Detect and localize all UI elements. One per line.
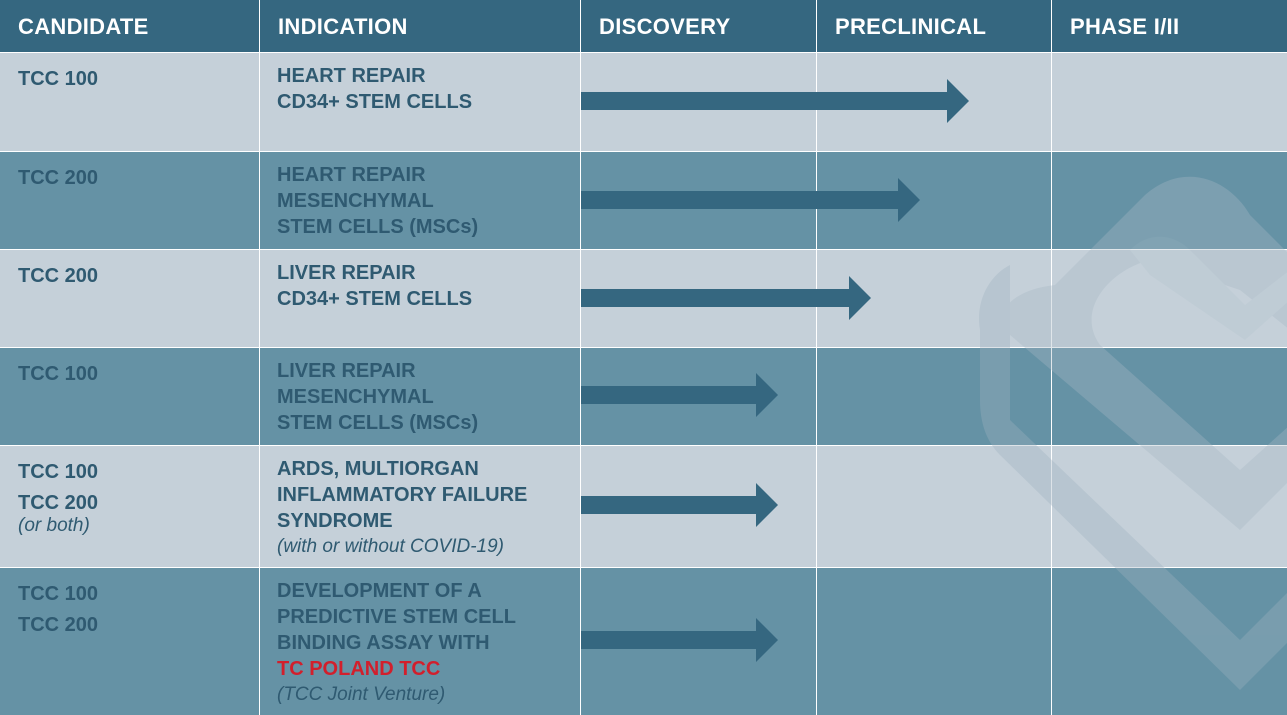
candidate-cell: TCC 100 TCC 200 (or both) [0,446,259,567]
indication-line: CD34+ STEM CELLS [277,91,473,113]
column-header-label: CANDIDATE [18,14,149,39]
indication-line: DEVELOPMENT OF A [277,580,482,602]
stage-cell [817,446,1051,567]
stage-cell [1052,250,1287,347]
candidate-name: TCC 200 [18,167,99,189]
arrow-right-icon [581,483,778,527]
indication-line: STEM CELLS (MSCs) [277,412,479,434]
candidate-name: TCC 200 [18,492,99,514]
arrow-right-icon [581,276,871,320]
candidate-name: TCC 100 [18,583,99,605]
column-header: PRECLINICAL [817,0,1051,52]
stage-cell [1052,446,1287,567]
column-header-label: INDICATION [278,14,408,39]
stage-cell [1052,348,1287,445]
candidate-cell: TCC 100 [0,53,259,151]
indication-line: HEART REPAIR [277,65,426,87]
indication-cell: HEART REPAIR CD34+ STEM CELLS [260,53,580,151]
indication-line: PREDICTIVE STEM CELL [277,606,516,628]
indication-line: CD34+ STEM CELLS [277,288,473,310]
candidate-cell: TCC 200 [0,152,259,249]
partner-name: TC POLAND TCC [277,658,441,680]
arrow-right-icon [581,618,778,662]
indication-line: HEART REPAIR [277,164,426,186]
stage-cell [1052,568,1287,715]
indication-cell: HEART REPAIR MESENCHYMAL STEM CELLS (MSCs) [260,152,580,249]
column-header: DISCOVERY [581,0,816,52]
arrow-right-icon [581,178,920,222]
column-header-label: DISCOVERY [599,14,731,39]
stage-cell [1052,152,1287,249]
indication-line: MESENCHYMAL [277,190,434,212]
indication-line: ARDS, MULTIORGAN [277,458,479,480]
candidate-name: TCC 100 [18,363,99,385]
candidate-name: TCC 200 [18,265,99,287]
stage-cell [817,348,1051,445]
indication-line: LIVER REPAIR [277,360,416,382]
column-header-label: PHASE I/II [1070,14,1180,39]
indication-cell: DEVELOPMENT OF A PREDICTIVE STEM CELL BIND… [260,568,580,715]
candidate-cell: TCC 100 TCC 200 [0,568,259,715]
indication-line: LIVER REPAIR [277,262,416,284]
candidate-note: (or both) [18,515,90,536]
candidate-cell: TCC 200 [0,250,259,347]
indication-line: SYNDROME [277,510,393,532]
indication-cell: LIVER REPAIR CD34+ STEM CELLS [260,250,580,347]
arrow-right-icon [581,373,778,417]
candidate-name: TCC 100 [18,461,99,483]
stage-cell [1052,53,1287,151]
indication-line: INFLAMMATORY FAILURE [277,484,528,506]
indication-cell: ARDS, MULTIORGAN INFLAMMATORY FAILURE SYND… [260,446,580,567]
column-header: INDICATION [260,0,580,52]
indication-cell: LIVER REPAIR MESENCHYMAL STEM CELLS (MSCs) [260,348,580,445]
indication-line: STEM CELLS (MSCs) [277,216,479,238]
stage-cell [817,568,1051,715]
column-header: PHASE I/II [1052,0,1287,52]
candidate-cell: TCC 100 [0,348,259,445]
arrow-right-icon [581,79,969,123]
indication-line: MESENCHYMAL [277,386,434,408]
indication-note: (TCC Joint Venture) [277,684,446,705]
indication-note: (with or without COVID-19) [277,536,505,557]
candidate-name: TCC 200 [18,614,99,636]
candidate-name: TCC 100 [18,68,99,90]
column-header: CANDIDATE [0,0,259,52]
column-header-label: PRECLINICAL [835,14,987,39]
indication-line: BINDING ASSAY WITH [277,632,490,654]
